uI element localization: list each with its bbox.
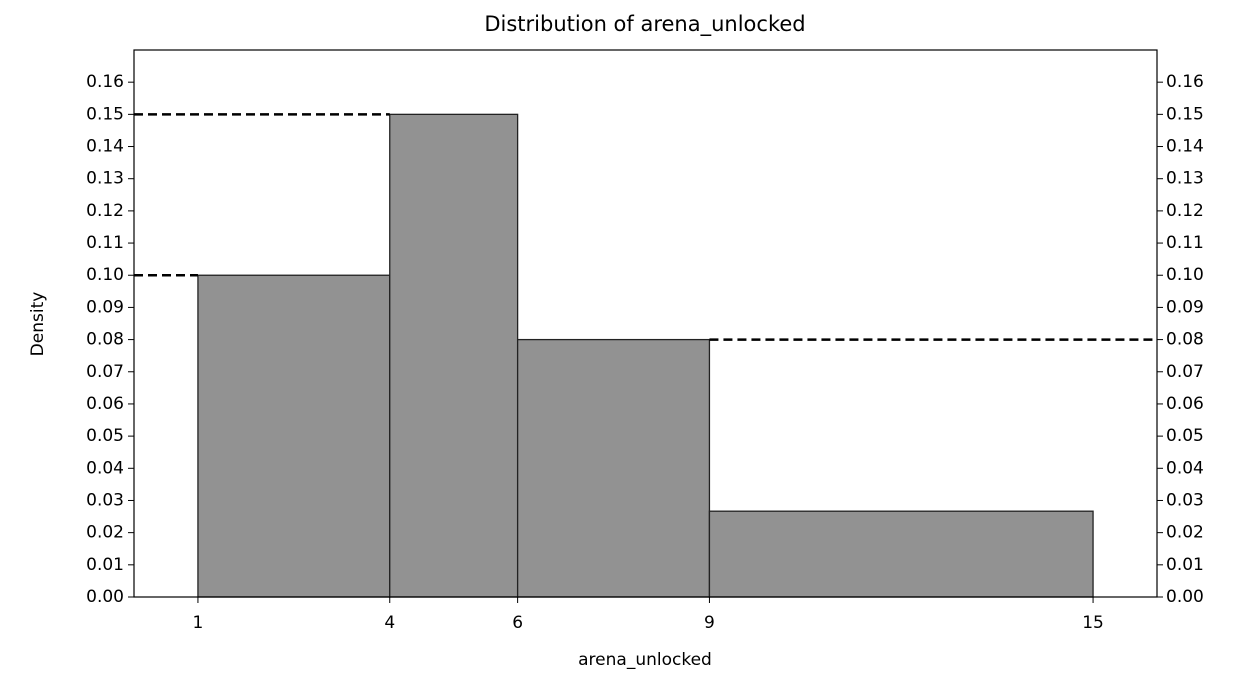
- y-tick-label-right: 0.08: [1166, 330, 1204, 350]
- y-tick-label: 0.10: [86, 265, 124, 285]
- y-tick-label-right: 0.14: [1166, 137, 1204, 157]
- y-axis-label: Density: [28, 292, 48, 357]
- y-tick-label-right: 0.12: [1166, 201, 1204, 221]
- plot-frame: [133, 49, 1158, 598]
- y-tick-label: 0.05: [86, 426, 124, 446]
- y-tick-label-right: 0.07: [1166, 362, 1204, 382]
- y-tick-label-right: 0.15: [1166, 104, 1204, 124]
- y-tick-label: 0.04: [86, 458, 124, 478]
- y-tick-label: 0.06: [86, 394, 124, 414]
- y-tick-label-right: 0.16: [1166, 72, 1204, 92]
- y-tick-label: 0.00: [86, 587, 124, 607]
- chart-title: Distribution of arena_unlocked: [484, 12, 805, 37]
- x-tick-label: 9: [704, 613, 715, 633]
- x-tick-label: 6: [512, 613, 523, 633]
- y-tick-label: 0.12: [86, 201, 124, 221]
- bar: [708, 510, 1094, 598]
- y-tick-label-right: 0.10: [1166, 265, 1204, 285]
- bar: [389, 113, 519, 598]
- y-tick-label: 0.13: [86, 169, 124, 189]
- y-tick-label-right: 0.11: [1166, 233, 1204, 253]
- x-tick-label: 1: [193, 613, 204, 633]
- x-tick-label: 15: [1082, 613, 1104, 633]
- y-tick-label: 0.11: [86, 233, 124, 253]
- y-tick-label-right: 0.02: [1166, 523, 1204, 543]
- bar: [197, 274, 391, 598]
- bar: [516, 338, 711, 598]
- y-tick-label-right: 0.09: [1166, 297, 1204, 317]
- y-tick-label-right: 0.05: [1166, 426, 1204, 446]
- x-axis-label: arena_unlocked: [578, 650, 712, 670]
- y-tick-label-right: 0.00: [1166, 587, 1204, 607]
- y-tick-label: 0.16: [86, 72, 124, 92]
- y-tick-label-right: 0.04: [1166, 458, 1204, 478]
- y-tick-label: 0.09: [86, 297, 124, 317]
- y-tick-label: 0.01: [86, 555, 124, 575]
- x-tick-label: 4: [384, 613, 395, 633]
- y-tick-label-right: 0.03: [1166, 490, 1204, 510]
- y-tick-label-right: 0.13: [1166, 169, 1204, 189]
- y-tick-label: 0.15: [86, 104, 124, 124]
- y-tick-label: 0.03: [86, 490, 124, 510]
- y-tick-label: 0.07: [86, 362, 124, 382]
- y-tick-label: 0.02: [86, 523, 124, 543]
- y-tick-label-right: 0.01: [1166, 555, 1204, 575]
- y-tick-label-right: 0.06: [1166, 394, 1204, 414]
- y-tick-label: 0.14: [86, 137, 124, 157]
- y-tick-label: 0.08: [86, 330, 124, 350]
